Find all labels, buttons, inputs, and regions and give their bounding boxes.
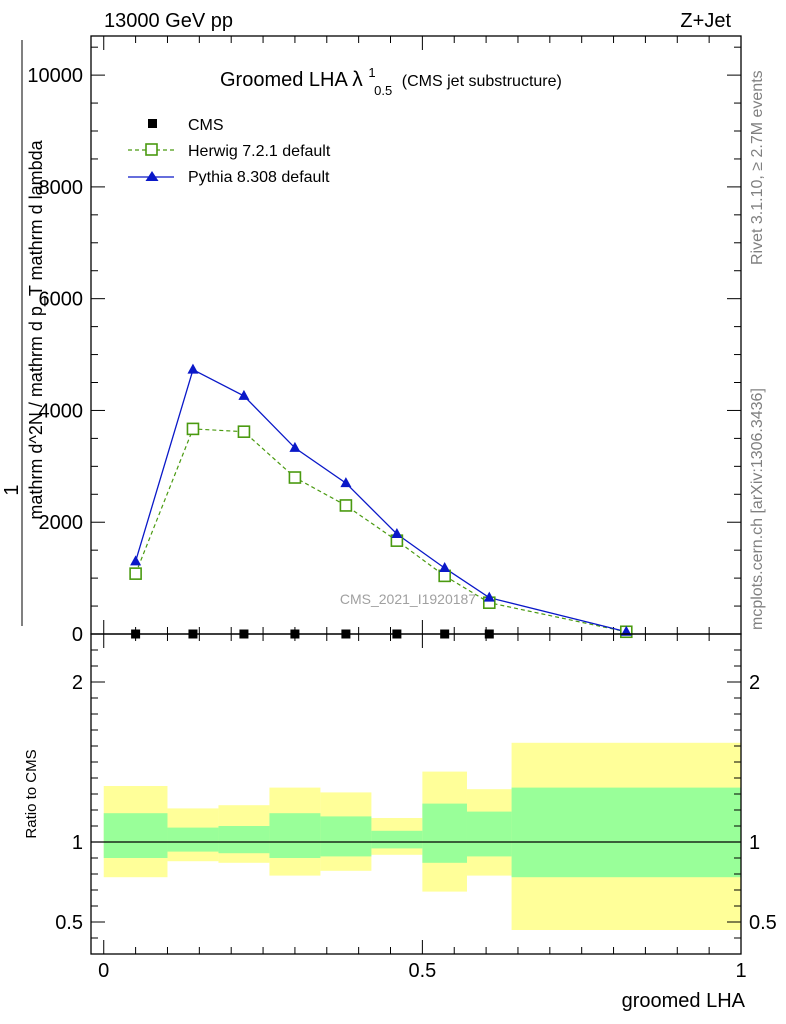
- legend-marker-pythia: [145, 171, 159, 181]
- chart-title-sup: 1: [368, 65, 375, 80]
- chart-title-sub: 0.5: [374, 83, 392, 98]
- legend-label-cms: CMS: [188, 117, 224, 134]
- main-y-tick-label: 8000: [39, 177, 84, 199]
- ratio-x-tick-label: 1: [735, 960, 746, 982]
- chart-title-lambda: λ: [352, 68, 363, 91]
- ratio-x-tick-label: 0.5: [408, 960, 436, 982]
- herwig-point: [186, 422, 200, 436]
- pythia-point: [289, 441, 301, 452]
- legend-label-herwig: Herwig 7.2.1 default: [188, 143, 331, 160]
- y-axis-label-numerator: 1: [1, 484, 23, 495]
- main-axis-ticks: 0 2000 4000 6000 8000 10000: [27, 36, 742, 646]
- pythia-point: [483, 591, 495, 602]
- main-y-tick-label: 6000: [39, 289, 84, 311]
- rivet-version-label: Rivet 3.1.10, ≥ 2.7M events: [749, 70, 766, 265]
- ratio-y-tick-label-right: 2: [749, 672, 760, 694]
- watermark-label: CMS_2021_I1920187: [340, 591, 476, 607]
- ratio-inner-band: [167, 827, 219, 852]
- ratio-x-tick-label: 0: [98, 960, 109, 982]
- main-y-tick-label: 10000: [27, 65, 83, 87]
- legend: CMS Herwig 7.2.1 default Pythia 8.308 de…: [128, 117, 331, 186]
- ratio-y-tick-label-left: 1: [72, 832, 83, 854]
- pythia-point: [340, 477, 352, 488]
- main-y-tick-label: 0: [72, 624, 83, 646]
- header-process-label: Z+Jet: [680, 10, 731, 32]
- ratio-y-tick-label-left: 0.5: [55, 912, 83, 934]
- mcplots-label: mcplots.cern.ch [arXiv:1306.3436]: [749, 388, 766, 630]
- ratio-y-tick-label-left: 2: [72, 672, 83, 694]
- ratio-inner-band: [371, 830, 423, 849]
- ratio-inner-band: [511, 787, 741, 878]
- herwig-point: [339, 499, 353, 512]
- ratio-y-tick-label-right: 1: [749, 832, 760, 854]
- herwig-point: [129, 567, 142, 580]
- herwig-point: [288, 471, 302, 484]
- pythia-point: [130, 555, 142, 566]
- ratio-bands-layer: [91, 742, 741, 930]
- ratio-y-tick-label-right: 0.5: [749, 912, 777, 934]
- pythia-point: [439, 562, 451, 573]
- header-energy-label: 13000 GeV pp: [104, 10, 233, 32]
- chart-title-note: (CMS jet substructure): [402, 73, 562, 90]
- x-axis-label: groomed LHA: [622, 990, 746, 1012]
- y-axis-label-denominator: mathrm d^2N / mathrm d p_T mathrm d lamb…: [26, 139, 47, 519]
- pythia-point: [187, 363, 199, 374]
- chart-title: Groomed LHA λ 1 0.5 (CMS jet substructur…: [220, 60, 562, 100]
- legend-marker-cms: [148, 119, 157, 128]
- ratio-inner-band: [269, 813, 321, 858]
- main-y-tick-label: 4000: [39, 400, 84, 422]
- ratio-inner-band: [320, 816, 372, 857]
- ratio-plot-frame: [90, 633, 742, 955]
- ratio-axis-ticks: 0.5 0.5 1 1 2 2 0 0.5 1: [55, 634, 777, 982]
- pythia-point: [391, 527, 403, 538]
- chart-title-main: Groomed LHA: [220, 69, 348, 91]
- main-y-tick-label: 2000: [39, 512, 84, 534]
- legend-marker-herwig: [145, 143, 158, 156]
- ratio-y-axis-label: Ratio to CMS: [23, 749, 40, 838]
- pythia-point: [620, 625, 632, 636]
- ratio-inner-band: [422, 803, 467, 863]
- legend-label-pythia: Pythia 8.308 default: [188, 169, 330, 186]
- herwig-point: [237, 425, 251, 438]
- ratio-inner-band: [103, 813, 168, 858]
- ratio-inner-band: [218, 826, 270, 854]
- pythia-point: [238, 389, 250, 400]
- ratio-inner-band: [466, 811, 512, 857]
